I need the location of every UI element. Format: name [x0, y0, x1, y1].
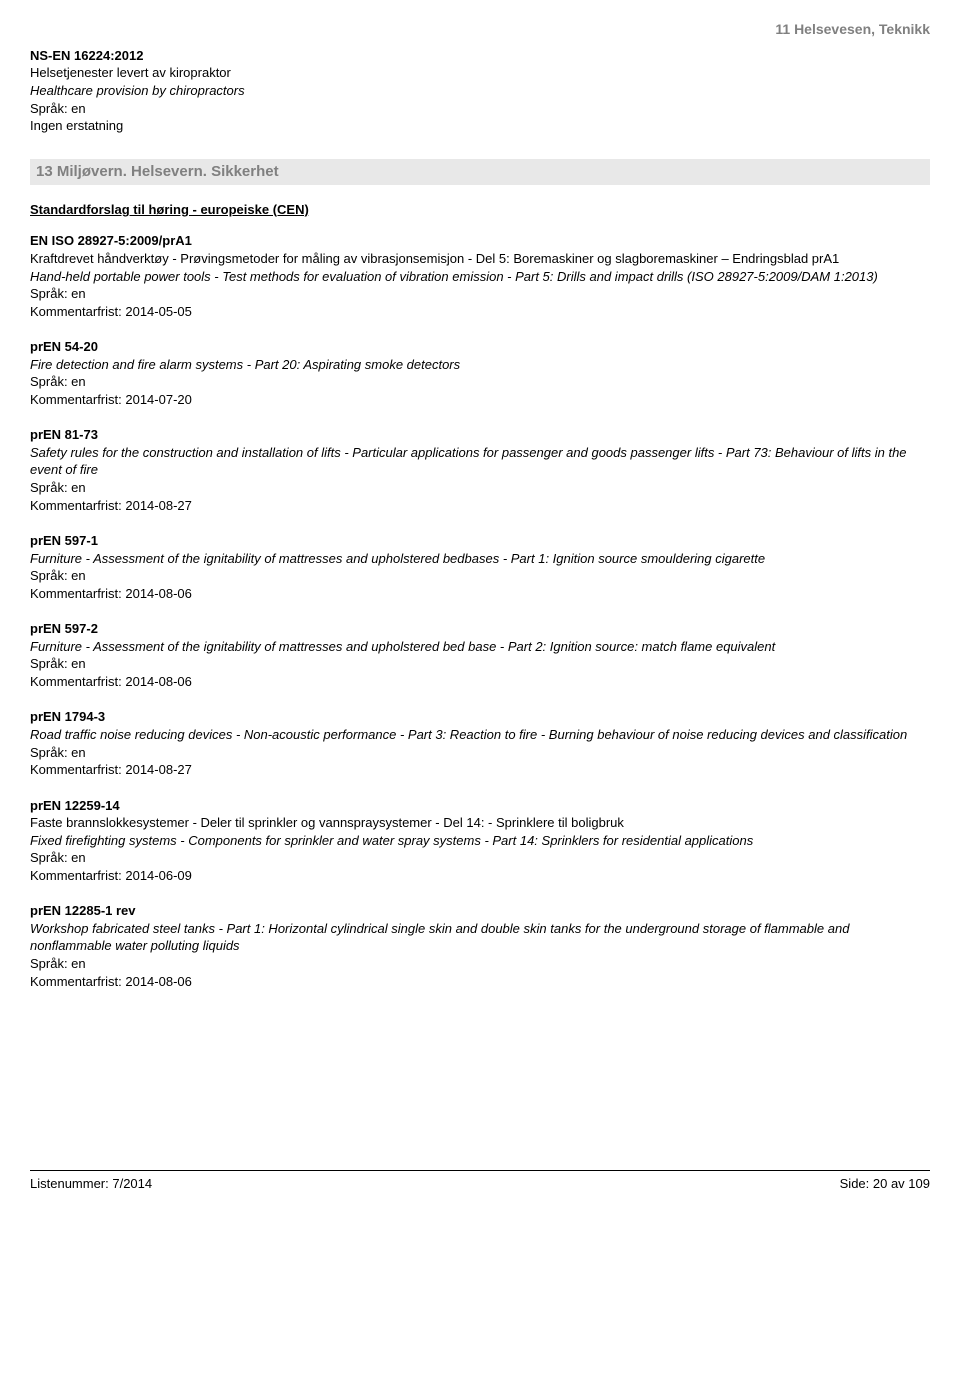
standard-entry: prEN 12259-14Faste brannslokkesystemer -…: [30, 797, 930, 885]
subheading: Standardforslag til høring - europeiske …: [30, 201, 930, 219]
standard-entry: EN ISO 28927-5:2009/prA1Kraftdrevet hånd…: [30, 232, 930, 320]
standard-code: prEN 12285-1 rev: [30, 902, 930, 920]
english-title: Furniture - Assessment of the ignitabili…: [30, 638, 930, 656]
language-line: Språk: en: [30, 479, 930, 497]
standard-code: prEN 597-2: [30, 620, 930, 638]
language-line: Språk: en: [30, 285, 930, 303]
english-title: Fire detection and fire alarm systems - …: [30, 356, 930, 374]
norwegian-title: Faste brannslokkesystemer - Deler til sp…: [30, 814, 930, 832]
language-line: Språk: en: [30, 373, 930, 391]
standard-entry: prEN 1794-3Road traffic noise reducing d…: [30, 708, 930, 778]
entries-container: EN ISO 28927-5:2009/prA1Kraftdrevet hånd…: [30, 232, 930, 990]
deadline-line: Kommentarfrist: 2014-06-09: [30, 867, 930, 885]
english-title: Safety rules for the construction and in…: [30, 444, 930, 479]
deadline-line: Kommentarfrist: 2014-05-05: [30, 303, 930, 321]
language-line: Språk: en: [30, 849, 930, 867]
english-title: Workshop fabricated steel tanks - Part 1…: [30, 920, 930, 955]
footer-right: Side: 20 av 109: [840, 1175, 930, 1193]
footer-left: Listenummer: 7/2014: [30, 1175, 152, 1193]
language-line: Språk: en: [30, 100, 930, 118]
deadline-line: Kommentarfrist: 2014-08-06: [30, 973, 930, 991]
standard-entry: prEN 81-73Safety rules for the construct…: [30, 426, 930, 514]
deadline-line: Kommentarfrist: 2014-07-20: [30, 391, 930, 409]
replacement-line: Ingen erstatning: [30, 117, 930, 135]
standard-code: prEN 54-20: [30, 338, 930, 356]
standard-entry: prEN 54-20Fire detection and fire alarm …: [30, 338, 930, 408]
section-heading: 13 Miljøvern. Helsevern. Sikkerhet: [30, 159, 930, 185]
norwegian-title: Kraftdrevet håndverktøy - Prøvingsmetode…: [30, 250, 930, 268]
footer: Listenummer: 7/2014 Side: 20 av 109: [30, 1170, 930, 1193]
deadline-line: Kommentarfrist: 2014-08-27: [30, 761, 930, 779]
standard-code: prEN 597-1: [30, 532, 930, 550]
english-title: Hand-held portable power tools - Test me…: [30, 268, 930, 286]
english-title: Healthcare provision by chiropractors: [30, 82, 930, 100]
standard-code: prEN 81-73: [30, 426, 930, 444]
standard-code: prEN 1794-3: [30, 708, 930, 726]
language-line: Språk: en: [30, 655, 930, 673]
standard-code: prEN 12259-14: [30, 797, 930, 815]
english-title: Furniture - Assessment of the ignitabili…: [30, 550, 930, 568]
standard-code: EN ISO 28927-5:2009/prA1: [30, 232, 930, 250]
deadline-line: Kommentarfrist: 2014-08-06: [30, 673, 930, 691]
language-line: Språk: en: [30, 567, 930, 585]
language-line: Språk: en: [30, 744, 930, 762]
standard-code: NS-EN 16224:2012: [30, 47, 930, 65]
english-title: Road traffic noise reducing devices - No…: [30, 726, 930, 744]
top-right-header: 11 Helsevesen, Teknikk: [30, 20, 930, 39]
standard-entry: prEN 597-2Furniture - Assessment of the …: [30, 620, 930, 690]
standard-entry: prEN 597-1Furniture - Assessment of the …: [30, 532, 930, 602]
norwegian-title: Helsetjenester levert av kiropraktor: [30, 64, 930, 82]
standard-entry: prEN 12285-1 revWorkshop fabricated stee…: [30, 902, 930, 990]
deadline-line: Kommentarfrist: 2014-08-27: [30, 497, 930, 515]
language-line: Språk: en: [30, 955, 930, 973]
pre-entry: NS-EN 16224:2012 Helsetjenester levert a…: [30, 47, 930, 135]
english-title: Fixed firefighting systems - Components …: [30, 832, 930, 850]
deadline-line: Kommentarfrist: 2014-08-06: [30, 585, 930, 603]
